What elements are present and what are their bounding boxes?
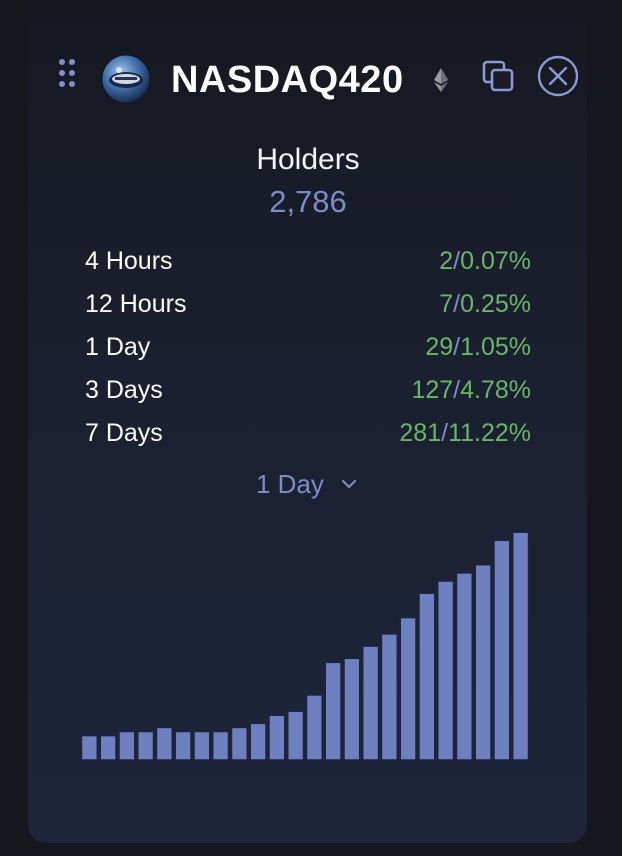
stat-value: 127/4.78%	[411, 372, 531, 408]
stat-percent: 1.05%	[460, 333, 531, 361]
drag-handle-icon[interactable]	[59, 59, 77, 89]
stat-label: 12 Hours	[85, 290, 187, 318]
holders-bar-chart	[80, 531, 530, 761]
chart-bar-10	[249, 722, 267, 761]
holders-title: Holders	[256, 143, 360, 176]
chart-bar-15	[343, 657, 361, 761]
token-name: NASDAQ420	[171, 59, 404, 101]
stat-row-1-day: 1 Day 29/1.05%	[85, 329, 531, 372]
chart-bar-18	[399, 616, 417, 761]
stat-separator: /	[453, 247, 461, 275]
stat-value: 29/1.05%	[425, 329, 531, 365]
stat-row-12-hours: 12 Hours 7/0.25%	[85, 286, 531, 329]
chart-bar-5	[155, 726, 173, 761]
token-logo-icon	[101, 54, 151, 104]
stat-row-4-hours: 4 Hours 2/0.07%	[85, 243, 531, 286]
chart-bar-2	[99, 734, 117, 761]
holders-count: 2,786	[269, 184, 347, 219]
chart-bar-3	[118, 730, 136, 761]
stat-count: 2	[439, 247, 454, 275]
period-dropdown[interactable]: 1 Day	[256, 465, 357, 503]
stat-label: 1 Day	[85, 333, 151, 361]
chart-bar-22	[474, 564, 492, 761]
ethereum-icon	[434, 68, 448, 92]
stat-row-7-days: 7 Days 281/11.22%	[85, 415, 531, 458]
stat-percent: 4.78%	[460, 376, 531, 404]
stat-label: 3 Days	[85, 376, 163, 404]
chart-bar-21	[455, 572, 473, 761]
chart-bar-14	[324, 661, 342, 761]
chart-bar-16	[362, 645, 380, 761]
stat-percent: 0.25%	[460, 290, 531, 318]
holder-change-list: 4 Hours 2/0.07% 12 Hours 7/0.25% 1 Day 2…	[85, 243, 531, 458]
chart-bar-8	[212, 730, 230, 761]
chart-bar-17	[380, 633, 398, 761]
chevron-down-icon	[342, 480, 357, 489]
chart-bar-11	[268, 714, 286, 761]
stat-count: 281	[399, 419, 442, 447]
stat-count: 7	[439, 290, 454, 318]
stat-percent: 0.07%	[460, 247, 531, 275]
copy-icon[interactable]	[482, 60, 516, 94]
stat-separator: /	[441, 419, 449, 447]
close-icon[interactable]	[537, 55, 579, 97]
chart-bar-1	[80, 734, 98, 761]
chart-bar-13	[305, 694, 323, 761]
stat-row-3-days: 3 Days 127/4.78%	[85, 372, 531, 415]
panel-header: NASDAQ420	[0, 0, 622, 150]
period-dropdown-value: 1 Day	[256, 469, 324, 499]
stat-value: 2/0.07%	[439, 243, 531, 279]
stat-value: 7/0.25%	[439, 286, 531, 322]
stat-separator: /	[453, 333, 461, 361]
stat-separator: /	[453, 290, 461, 318]
chart-bar-6	[174, 730, 192, 761]
stat-label: 7 Days	[85, 419, 163, 447]
chart-bar-7	[193, 730, 211, 761]
chart-bar-9	[230, 726, 248, 761]
stat-count: 29	[425, 333, 454, 361]
chart-bar-24	[512, 531, 530, 761]
stat-count: 127	[411, 376, 454, 404]
chart-bar-4	[137, 730, 155, 761]
stat-separator: /	[453, 376, 461, 404]
stat-value: 281/11.22%	[399, 415, 531, 451]
stat-percent: 11.22%	[448, 419, 531, 447]
stat-label: 4 Hours	[85, 247, 173, 275]
chart-bar-20	[437, 580, 455, 761]
chart-bar-12	[287, 710, 305, 761]
chart-bar-23	[493, 539, 511, 761]
chart-bar-19	[418, 592, 436, 761]
